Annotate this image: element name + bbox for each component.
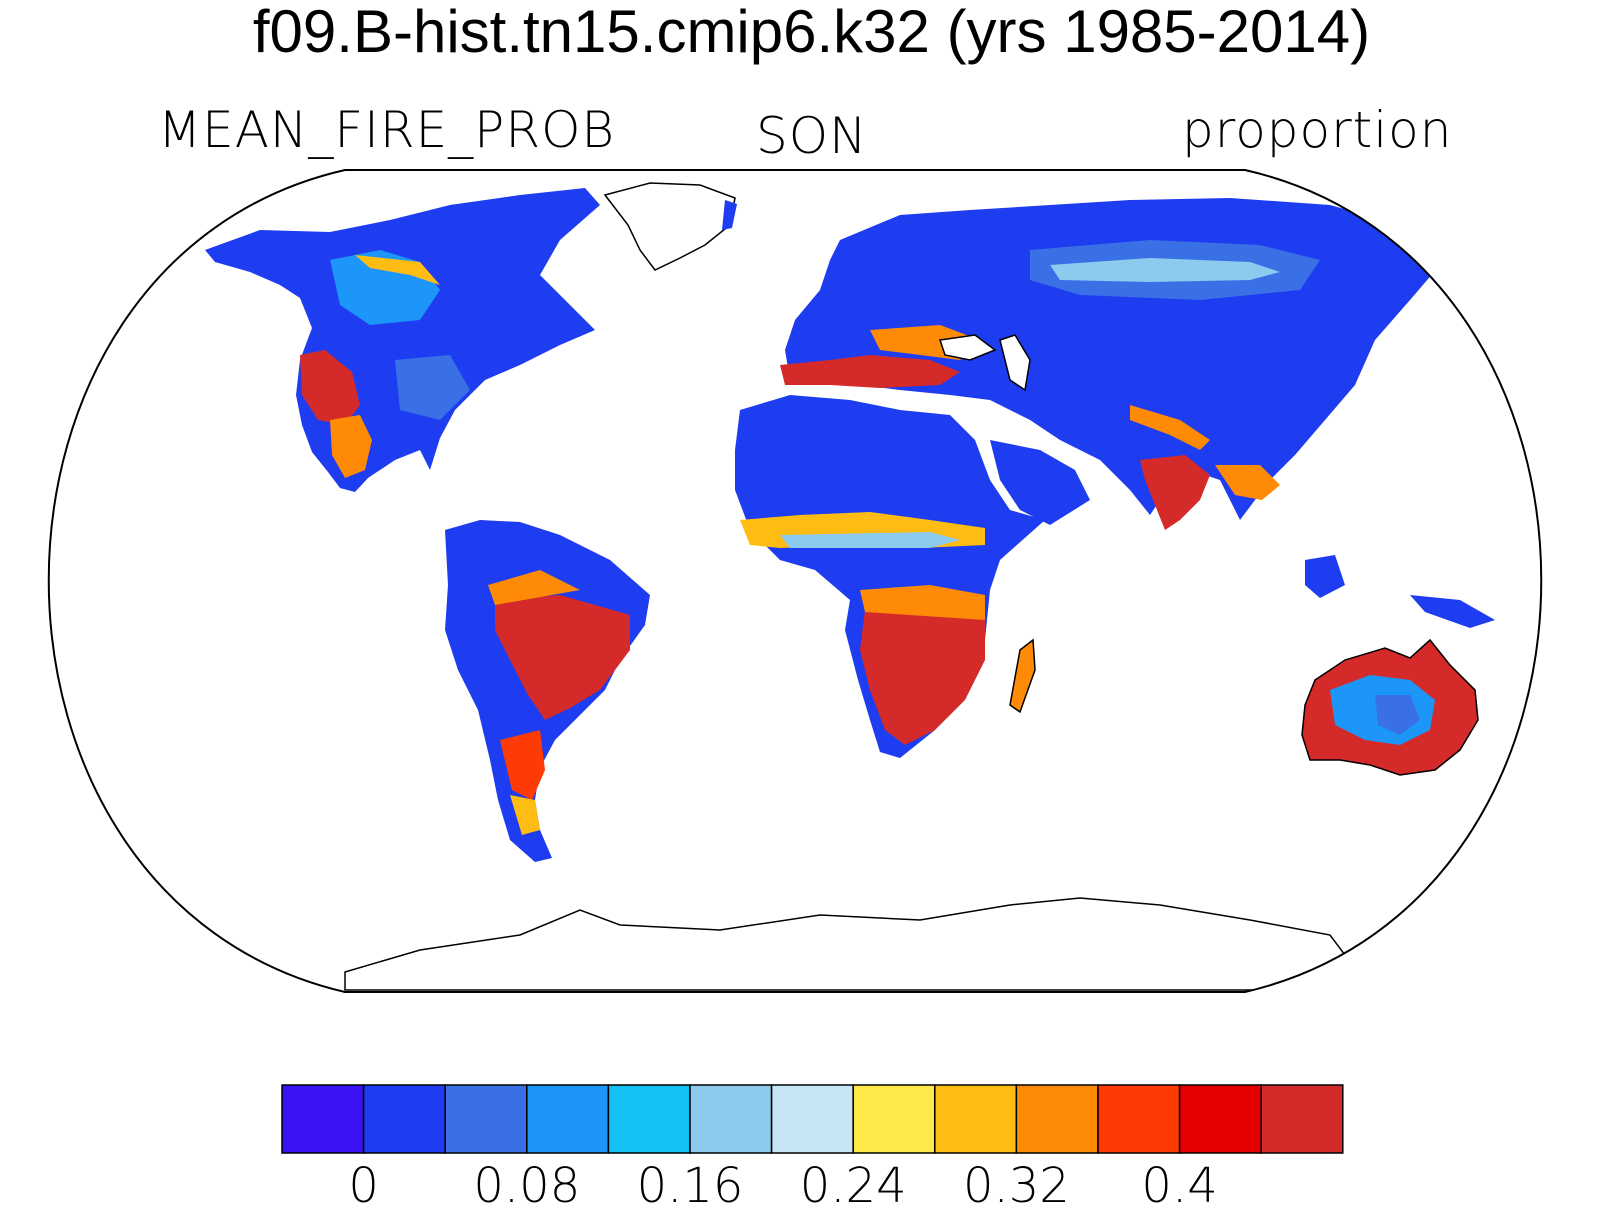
us-east-patch xyxy=(395,355,470,420)
sahel-cool-band xyxy=(780,532,960,548)
north-america-land xyxy=(205,188,600,492)
greenland-rim xyxy=(722,200,737,230)
southern-africa-edge xyxy=(860,585,985,620)
southern-africa-fire xyxy=(860,605,985,745)
colorbar-swatch xyxy=(1260,1084,1344,1154)
australia-core xyxy=(1375,695,1420,735)
siberia-patch-2 xyxy=(1050,258,1280,282)
colorbar-swatch xyxy=(770,1084,854,1154)
colorbar-tick-label: 0.32 xyxy=(962,1158,1070,1214)
colorbar-swatch xyxy=(526,1084,610,1154)
se-asia-fire xyxy=(1215,465,1280,500)
south-america-fire-core xyxy=(495,595,630,720)
map-title: f09.B-hist.tn15.cmip6.k32 (yrs 1985-2014… xyxy=(252,0,1371,65)
colorbar xyxy=(281,1084,1344,1154)
new-zealand xyxy=(1490,760,1542,820)
madagascar xyxy=(1009,638,1036,714)
units-label: proportion xyxy=(1182,101,1453,159)
mediterranean-fire xyxy=(780,355,960,388)
antarctica xyxy=(344,897,1361,991)
black-sea xyxy=(939,334,997,361)
new-guinea xyxy=(1410,595,1495,628)
arabia-land xyxy=(990,440,1090,525)
land-layer xyxy=(205,182,1542,991)
caspian-sea xyxy=(999,334,1031,392)
colorbar-tick-label: 0.16 xyxy=(636,1158,744,1214)
colorbar-tick-label: 0 xyxy=(348,1158,379,1214)
season-label: SON xyxy=(756,107,868,165)
colorbar-swatch xyxy=(689,1084,773,1154)
andes-fire xyxy=(500,730,545,800)
borneo xyxy=(1305,555,1345,598)
greenland xyxy=(603,182,736,271)
colorbar-swatch xyxy=(1015,1084,1099,1154)
himalaya-band xyxy=(1130,405,1210,450)
western-us-fire xyxy=(300,350,360,425)
colorbar-tick-label: 0.24 xyxy=(799,1158,907,1214)
colorbar-swatch xyxy=(362,1084,446,1154)
globe-outline xyxy=(47,169,1543,993)
colorbar-swatch xyxy=(934,1084,1018,1154)
colorbar-swatch xyxy=(1178,1084,1262,1154)
colorbar-tick-label: 0.08 xyxy=(473,1158,581,1214)
western-us-fire-edge xyxy=(330,415,372,478)
colorbar-swatch xyxy=(607,1084,691,1154)
patagonia-edge xyxy=(510,795,540,835)
colorbar-swatch xyxy=(1097,1084,1181,1154)
india-fire xyxy=(1140,455,1210,530)
variable-label: MEAN_FIRE_PROB xyxy=(158,101,616,159)
colorbar-swatch xyxy=(281,1084,365,1154)
colorbar-tick-label: 0.4 xyxy=(1141,1158,1218,1214)
colorbar-swatch xyxy=(444,1084,528,1154)
canada-fire-band xyxy=(355,255,440,285)
south-america-fire-edge xyxy=(488,570,580,605)
colorbar-swatch xyxy=(852,1084,936,1154)
